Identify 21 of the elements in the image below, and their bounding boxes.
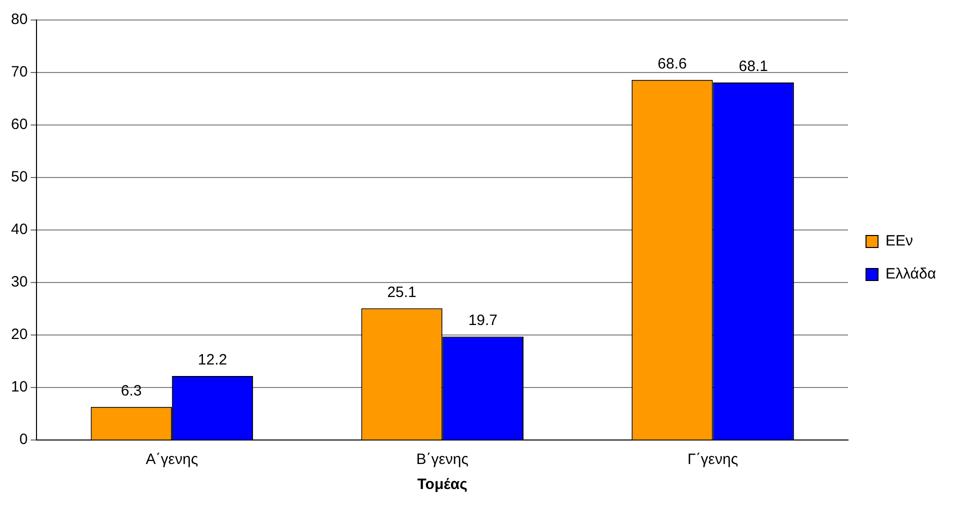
y-tick-label: 50 [10,168,28,186]
data-label: 25.1 [387,284,416,301]
x-tick-label: Α΄γενης [146,451,198,468]
data-label: 19.7 [468,312,498,330]
x-tick-label: Γ΄γενης [688,451,738,468]
y-tick-label: 20 [10,326,28,344]
y-tick-label: 0 [19,431,28,448]
data-label: 68.1 [738,58,768,76]
y-tick-label: 60 [10,116,28,134]
x-tick-label: Β΄γενης [416,451,468,468]
y-tick-label: 30 [10,274,28,291]
legend-label: Ελλάδα [886,266,936,283]
data-label: 68.6 [658,55,687,72]
y-tick-label: 70 [10,64,28,81]
data-label: 6.3 [120,382,142,400]
legend-label: ΕΕν [886,232,914,250]
y-tick-label: 40 [10,221,28,238]
data-label: 12.2 [198,352,228,369]
y-tick-label: 10 [10,378,28,396]
x-axis-title: Τομέας [417,476,468,494]
y-tick-label: 80 [10,11,28,28]
